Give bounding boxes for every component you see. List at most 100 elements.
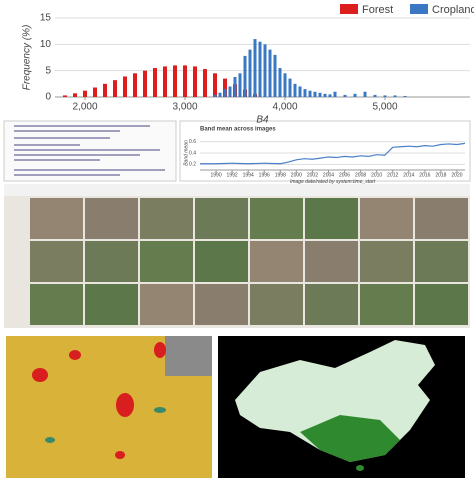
image-tile [195,198,248,239]
bar [183,65,187,97]
x-tick-label: 2006 [339,172,350,178]
x-tick-label: 2004 [323,172,334,178]
bar [403,95,407,97]
x-tick-label: 4,000 [272,102,297,113]
image-tile [30,284,83,325]
image-grid [4,184,470,328]
image-tile [415,284,468,325]
y-tick-label: 0.4 [189,150,196,156]
bar [73,93,77,97]
bar [293,83,297,97]
x-tick-label: 2018 [435,172,446,178]
legend-swatch [340,4,358,14]
bar [243,55,247,97]
x-tick-label: 2010 [371,172,382,178]
code-lines [14,125,165,176]
image-tile [250,198,303,239]
x-axis-label: Image date/rated by system:time_start [290,179,376,185]
bar [343,94,347,97]
bar [223,78,227,97]
bar [273,54,277,97]
image-tile [360,198,413,239]
image-tile [195,284,248,325]
bar [283,73,287,97]
chart-title: Band mean across images [200,127,276,133]
x-tick-label: 2000 [291,172,302,178]
bar [203,69,207,97]
y-tick-label: 0.2 [189,162,196,168]
x-tick-label: 2008 [355,172,366,178]
image-tile [305,241,358,282]
image-tile [250,241,303,282]
bar [223,89,227,97]
bar [253,39,257,97]
toolbar [4,184,470,196]
bar [288,78,292,97]
image-tile [305,198,358,239]
bar [113,80,117,97]
image-tile [140,241,193,282]
y-tick-label: 10 [40,39,52,50]
x-tick-label: 1994 [243,172,254,178]
line [200,142,466,165]
image-tile [140,284,193,325]
bar [143,70,147,97]
bar [153,68,157,97]
bar [258,41,262,97]
bar [83,90,87,97]
bar [328,94,332,97]
bar [313,91,317,97]
x-tick-label: 2002 [307,172,318,178]
x-tick-label: 1992 [227,172,238,178]
code-panel [3,120,177,182]
bar [228,86,232,97]
image-tile [250,284,303,325]
legend-label: Forest [362,4,393,16]
y-tick-label: 5 [45,65,51,76]
x-tick-label: 2020 [451,172,462,178]
bar [363,91,367,97]
bar [318,92,322,97]
x-tick-label: 1998 [275,172,286,178]
bar [278,68,282,97]
bar [263,44,267,97]
image-tile [415,241,468,282]
image-tile [30,241,83,282]
bar [213,73,217,97]
image-tile [305,284,358,325]
image-tile [30,198,83,239]
bar [298,86,302,97]
bar [133,73,137,97]
bar [308,90,312,97]
x-tick-label: 3,000 [172,102,197,113]
line-chart-frame [179,120,471,182]
y-tick-label: 0.6 [189,139,196,145]
bar [323,93,327,97]
bar [303,89,307,97]
y-axis-label: Band mean [183,140,189,166]
x-tick-label: 2016 [419,172,430,178]
china-map [218,336,465,478]
bar [248,49,252,97]
x-tick-label: 2014 [403,172,414,178]
x-tick-label: 2,000 [72,102,97,113]
legend-swatch [410,4,428,14]
bar [393,95,397,97]
code-background [3,120,177,182]
image-tile [360,284,413,325]
x-axis-label: B4 [256,115,269,126]
x-tick-label: 1990 [210,172,221,178]
image-tile [85,284,138,325]
image-tile [195,241,248,282]
x-tick-label: 1996 [259,172,270,178]
image-tile [85,241,138,282]
image-tile [360,241,413,282]
image-tile [140,198,193,239]
bar [193,66,197,97]
bar [383,95,387,97]
y-axis-label: Frequency (%) [22,25,33,91]
bar [233,76,237,97]
legend-label: Cropland [432,4,474,16]
y-tick-label: 15 [40,13,52,24]
